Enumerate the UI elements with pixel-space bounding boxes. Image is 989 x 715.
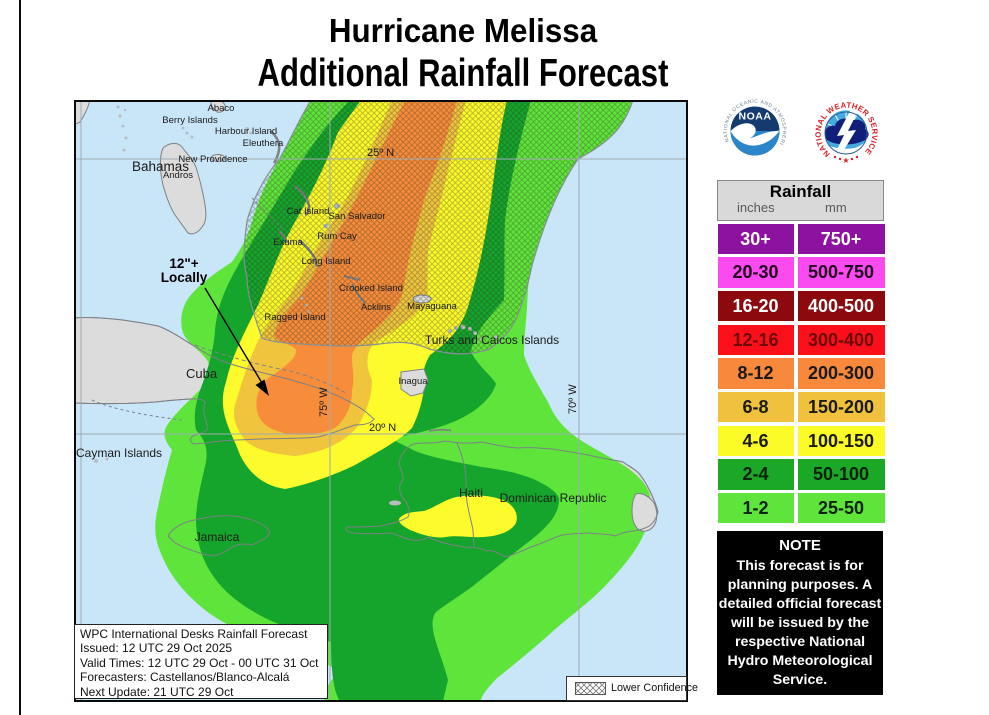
- svg-text:Cat Island: Cat Island: [287, 206, 330, 217]
- svg-text:Mayaguana: Mayaguana: [407, 301, 457, 312]
- svg-text:Rum Cay: Rum Cay: [317, 231, 357, 242]
- svg-text:Exuma: Exuma: [273, 237, 303, 248]
- svg-text:Berry Islands: Berry Islands: [162, 115, 218, 126]
- svg-text:Inagua: Inagua: [398, 376, 428, 387]
- svg-text:Abaco: Abaco: [208, 103, 235, 114]
- svg-text:New Providence: New Providence: [178, 154, 247, 165]
- svg-text:Acklins: Acklins: [361, 302, 391, 313]
- svg-text:Ragged Island: Ragged Island: [264, 312, 325, 323]
- svg-text:Jamaica: Jamaica: [195, 530, 240, 544]
- svg-text:Dominican Republic: Dominican Republic: [500, 491, 607, 505]
- svg-text:San Salvador: San Salvador: [328, 211, 385, 222]
- svg-text:Crooked Island: Crooked Island: [339, 283, 403, 294]
- svg-text:Andros: Andros: [163, 170, 193, 181]
- svg-text:Long Island: Long Island: [301, 256, 350, 267]
- svg-text:12"+: 12"+: [169, 256, 198, 271]
- svg-text:75º W: 75º W: [318, 387, 330, 417]
- svg-text:Cuba: Cuba: [186, 366, 218, 381]
- svg-text:Turks and Caicos Islands: Turks and Caicos Islands: [425, 333, 559, 347]
- svg-text:Haiti: Haiti: [459, 486, 483, 500]
- svg-text:25º N: 25º N: [367, 147, 394, 159]
- svg-text:20º N: 20º N: [369, 422, 396, 434]
- svg-text:Locally: Locally: [161, 270, 208, 285]
- svg-text:★: ★: [842, 156, 849, 165]
- svg-text:Bahamas: Bahamas: [132, 159, 189, 174]
- svg-text:Harbour Island: Harbour Island: [215, 126, 277, 137]
- svg-text:NOAA: NOAA: [739, 111, 772, 123]
- svg-text:70º W: 70º W: [567, 384, 579, 414]
- svg-text:Cayman Islands: Cayman Islands: [76, 446, 162, 460]
- svg-text:Eleuthera: Eleuthera: [243, 138, 284, 149]
